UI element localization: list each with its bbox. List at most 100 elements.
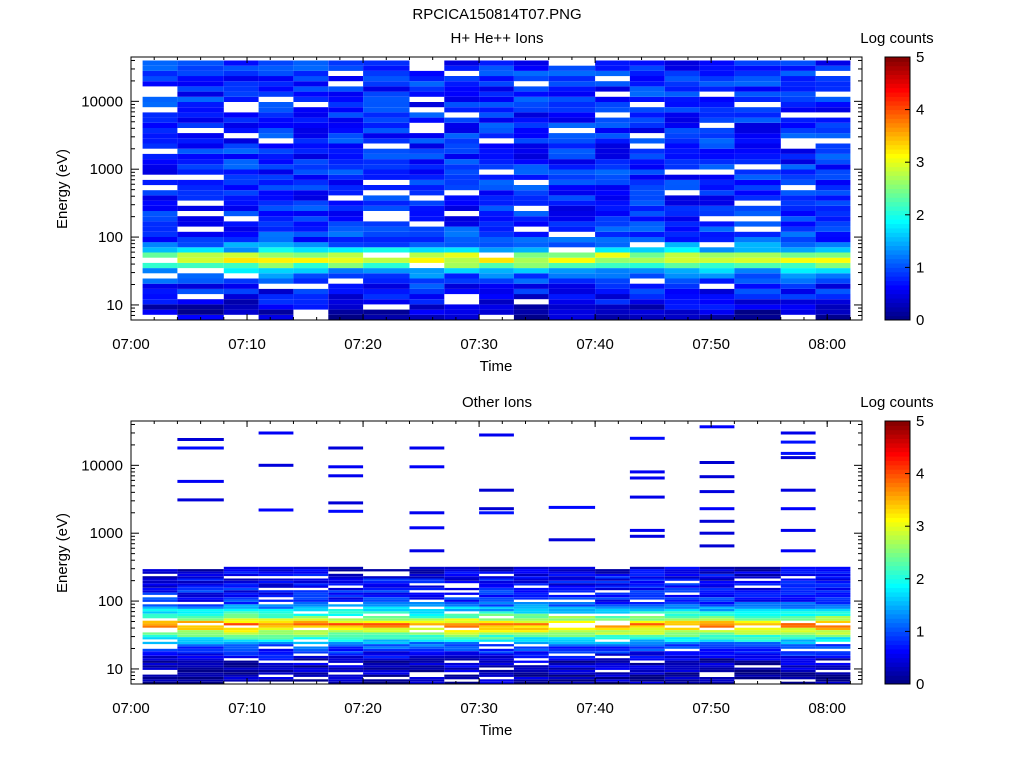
heatmap-cell bbox=[363, 660, 410, 663]
heatmap-cell bbox=[328, 211, 364, 217]
heatmap-cell bbox=[479, 200, 514, 206]
colorbar-segment bbox=[885, 675, 910, 681]
heatmap-cell bbox=[815, 143, 851, 149]
panel-title: H+ He++ Ions bbox=[451, 30, 544, 47]
heatmap-cell bbox=[328, 681, 364, 684]
heatmap-cell bbox=[328, 143, 364, 149]
heatmap-cell bbox=[664, 133, 700, 139]
heatmap-cell bbox=[629, 96, 665, 102]
heatmap-cell bbox=[548, 571, 596, 574]
heatmap-cell bbox=[444, 648, 480, 652]
heatmap-cell bbox=[363, 679, 410, 682]
heatmap-cell bbox=[479, 237, 514, 243]
heatmap-cell bbox=[595, 185, 630, 191]
heatmap-cell bbox=[328, 205, 364, 211]
heatmap-cell bbox=[363, 641, 410, 645]
heatmap-cell bbox=[293, 648, 329, 652]
heatmap-cell bbox=[780, 190, 816, 196]
heatmap-cell bbox=[363, 592, 410, 595]
heatmap-cell bbox=[780, 216, 816, 222]
heatmap-cell bbox=[293, 672, 329, 675]
heatmap-cell bbox=[548, 65, 596, 71]
heatmap-cell bbox=[513, 580, 549, 584]
heatmap-cell bbox=[734, 138, 781, 144]
heatmap-cell bbox=[780, 627, 816, 630]
heatmap-cell bbox=[595, 107, 630, 113]
heatmap-cell bbox=[629, 681, 665, 684]
heatmap-cell bbox=[548, 86, 596, 92]
heatmap-cell bbox=[444, 216, 480, 222]
heatmap-cell bbox=[664, 597, 700, 600]
heatmap-cell bbox=[479, 133, 514, 139]
heatmap-cell bbox=[177, 205, 224, 211]
heatmap-cell bbox=[548, 252, 596, 258]
heatmap-cell bbox=[142, 625, 178, 628]
heatmap-cell bbox=[444, 226, 480, 232]
heatmap-cell bbox=[363, 205, 410, 211]
heatmap-cell bbox=[177, 569, 224, 572]
heatmap-cell bbox=[142, 677, 178, 680]
heatmap-cell bbox=[142, 658, 178, 661]
heatmap-cell bbox=[595, 65, 630, 71]
heatmap-cell bbox=[815, 609, 851, 612]
heatmap-line bbox=[780, 549, 816, 553]
heatmap-cell bbox=[328, 273, 364, 279]
heatmap-cell bbox=[142, 252, 178, 258]
heatmap-line bbox=[409, 549, 445, 553]
heatmap-cell bbox=[177, 585, 224, 588]
heatmap-cell bbox=[548, 606, 596, 609]
heatmap-cell bbox=[664, 96, 700, 102]
heatmap-cell bbox=[409, 304, 445, 310]
heatmap-cell bbox=[734, 190, 781, 196]
heatmap-cell bbox=[513, 569, 549, 572]
heatmap-cell bbox=[815, 148, 851, 154]
heatmap-cell bbox=[780, 60, 816, 66]
heatmap-cell bbox=[664, 606, 700, 609]
colorbar-segment bbox=[885, 57, 910, 62]
heatmap-cell bbox=[444, 587, 480, 591]
heatmap-cell bbox=[548, 566, 596, 570]
x-tick-label: 07:50 bbox=[692, 336, 730, 353]
heatmap-line bbox=[258, 463, 294, 467]
heatmap-cell bbox=[258, 133, 294, 139]
heatmap-cell bbox=[780, 107, 816, 113]
heatmap-cell bbox=[734, 571, 781, 574]
heatmap-cell bbox=[815, 578, 851, 581]
heatmap-cell bbox=[223, 674, 259, 677]
heatmap-cell bbox=[815, 634, 851, 638]
heatmap-cell bbox=[177, 653, 224, 656]
heatmap-cell bbox=[363, 674, 410, 677]
heatmap-cell bbox=[548, 655, 596, 659]
heatmap-cell bbox=[548, 677, 596, 680]
heatmap-cell bbox=[444, 651, 480, 654]
heatmap-cell bbox=[444, 674, 480, 677]
heatmap-cell bbox=[595, 651, 630, 654]
heatmap-cell bbox=[363, 604, 410, 607]
heatmap-cell bbox=[223, 665, 259, 668]
colorbar-segment bbox=[885, 469, 910, 475]
heatmap-cell bbox=[328, 648, 364, 652]
heatmap-cell bbox=[734, 634, 781, 638]
heatmap-cell bbox=[223, 677, 259, 680]
heatmap-cell bbox=[142, 309, 178, 315]
heatmap-cell bbox=[734, 632, 781, 635]
heatmap-line bbox=[699, 461, 735, 464]
heatmap-cell bbox=[815, 665, 851, 668]
heatmap-cell bbox=[664, 609, 700, 612]
heatmap-cell bbox=[664, 602, 700, 605]
heatmap-cell bbox=[363, 133, 410, 139]
heatmap-cell bbox=[409, 294, 445, 300]
heatmap-line bbox=[548, 505, 596, 509]
heatmap-cell bbox=[629, 674, 665, 677]
heatmap-cell bbox=[734, 112, 781, 118]
heatmap-cell bbox=[664, 200, 700, 206]
heatmap-cell bbox=[513, 573, 549, 577]
heatmap-cell bbox=[479, 618, 514, 621]
heatmap-cell bbox=[734, 651, 781, 654]
heatmap-cell bbox=[177, 630, 224, 633]
heatmap-cell bbox=[142, 587, 178, 591]
heatmap-cell bbox=[513, 252, 549, 258]
heatmap-cell bbox=[734, 669, 781, 673]
heatmap-cell bbox=[734, 599, 781, 602]
heatmap-cell bbox=[513, 606, 549, 609]
